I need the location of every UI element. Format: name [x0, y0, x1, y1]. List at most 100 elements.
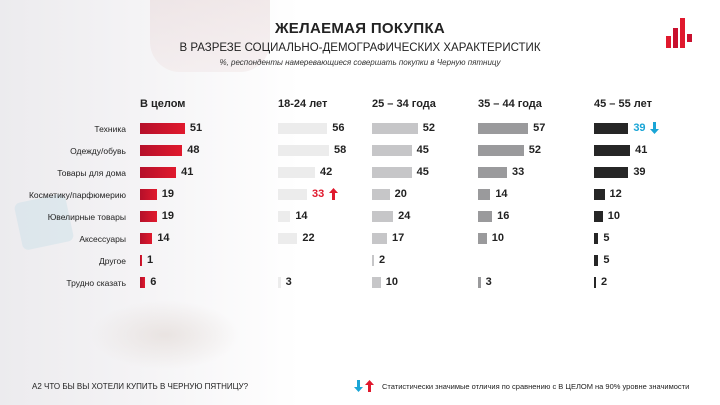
data-label: 58	[334, 144, 347, 156]
data-label: 19	[161, 210, 174, 222]
bar	[372, 145, 412, 156]
bar	[594, 189, 605, 200]
data-label: 16	[497, 210, 510, 222]
data-label: 24	[398, 210, 411, 222]
data-label: 12	[609, 188, 622, 200]
bar	[278, 123, 328, 134]
bar	[478, 189, 491, 200]
page-subtitle: В РАЗРЕЗЕ СОЦИАЛЬНО-ДЕМОГРАФИЧЕСКИХ ХАРА…	[179, 42, 541, 54]
bar	[594, 211, 603, 222]
column-header: 25 – 34 года	[372, 98, 436, 110]
arrow-down-icon	[650, 122, 660, 134]
bar	[594, 167, 629, 178]
bar	[372, 211, 394, 222]
category-label: Одежду/обувь	[70, 146, 126, 156]
data-label: 42	[319, 166, 333, 178]
bar	[478, 233, 487, 244]
bar	[372, 167, 412, 178]
data-label: 5	[603, 254, 610, 266]
data-label: 14	[157, 232, 170, 244]
bar	[594, 145, 631, 156]
bar	[140, 233, 153, 244]
bar	[594, 123, 629, 134]
bar	[278, 277, 281, 288]
arrow-up-icon	[329, 188, 339, 200]
data-label: 51	[189, 122, 203, 134]
data-label: 10	[491, 232, 505, 244]
category-label: Аксессуары	[79, 234, 126, 244]
column-header: 35 – 44 года	[478, 98, 542, 110]
handbag-photo	[150, 0, 270, 72]
category-label: Косметику/парфюмерию	[28, 190, 126, 200]
survey-question: A2 ЧТО БЫ ВЫ ХОТЕЛИ КУПИТЬ В ЧЕРНУЮ ПЯТН…	[32, 382, 249, 391]
bar	[140, 123, 185, 134]
data-label: 41	[635, 144, 648, 156]
column-header: В целом	[140, 98, 186, 110]
data-label: 52	[422, 122, 435, 134]
bar	[478, 167, 508, 178]
data-label: 57	[533, 122, 546, 134]
data-label: 6	[150, 276, 157, 288]
bar	[372, 123, 418, 134]
bar	[278, 211, 291, 222]
data-label: 3	[485, 276, 492, 288]
data-label: 56	[332, 122, 345, 134]
data-label: 33	[512, 166, 525, 178]
data-label: 45	[416, 144, 429, 156]
category-label: Товары для дома	[57, 168, 126, 178]
column-header: 18-24 лет	[278, 98, 328, 110]
bar	[372, 233, 387, 244]
bar	[140, 145, 183, 156]
data-label: 2	[379, 254, 386, 266]
base-note: %, респонденты намеревающиеся совершать …	[219, 58, 501, 67]
shoe-photo	[90, 300, 240, 370]
category-label: Трудно сказать	[66, 278, 126, 288]
bar	[140, 167, 177, 178]
column-header: 45 – 55 лет	[594, 98, 652, 110]
bar	[140, 255, 142, 266]
bar	[278, 189, 308, 200]
data-label: 3	[285, 276, 292, 288]
data-label: 14	[295, 210, 308, 222]
page-title: ЖЕЛАЕМАЯ ПОКУПКА	[274, 20, 446, 37]
bar	[278, 167, 315, 178]
data-label: 2	[601, 276, 608, 288]
bar	[372, 255, 374, 266]
bar	[594, 277, 596, 288]
data-label: 17	[391, 232, 405, 244]
significance-legend: Статистически значимые отличия по сравне…	[354, 380, 689, 392]
bar	[278, 233, 298, 244]
bar	[140, 277, 146, 288]
data-label: 33	[312, 188, 325, 200]
bar	[372, 189, 390, 200]
bar	[140, 189, 157, 200]
data-label: 39	[633, 122, 646, 134]
data-label: 41	[181, 166, 194, 178]
data-label: 10	[607, 210, 621, 222]
data-label: 14	[495, 188, 508, 200]
data-label: 1	[147, 254, 154, 266]
data-label: 19	[161, 188, 174, 200]
bar	[478, 211, 493, 222]
data-label: 10	[385, 276, 399, 288]
bar	[594, 255, 599, 266]
bar	[372, 277, 381, 288]
data-label: 20	[394, 188, 407, 200]
data-label: 5	[603, 232, 610, 244]
data-label: 22	[302, 232, 315, 244]
legend-arrows-icon	[354, 380, 374, 392]
bar	[478, 277, 481, 288]
brand-logo-icon	[666, 18, 692, 48]
category-label: Ювелирные товары	[47, 212, 126, 222]
bar	[594, 233, 599, 244]
bar	[478, 145, 524, 156]
category-label: Техника	[94, 124, 126, 134]
data-label: 45	[416, 166, 429, 178]
category-label: Другое	[98, 256, 126, 266]
data-label: 39	[633, 166, 646, 178]
bar	[278, 145, 330, 156]
bar	[478, 123, 529, 134]
data-label: 48	[187, 144, 200, 156]
data-label: 52	[528, 144, 541, 156]
bar	[140, 211, 157, 222]
